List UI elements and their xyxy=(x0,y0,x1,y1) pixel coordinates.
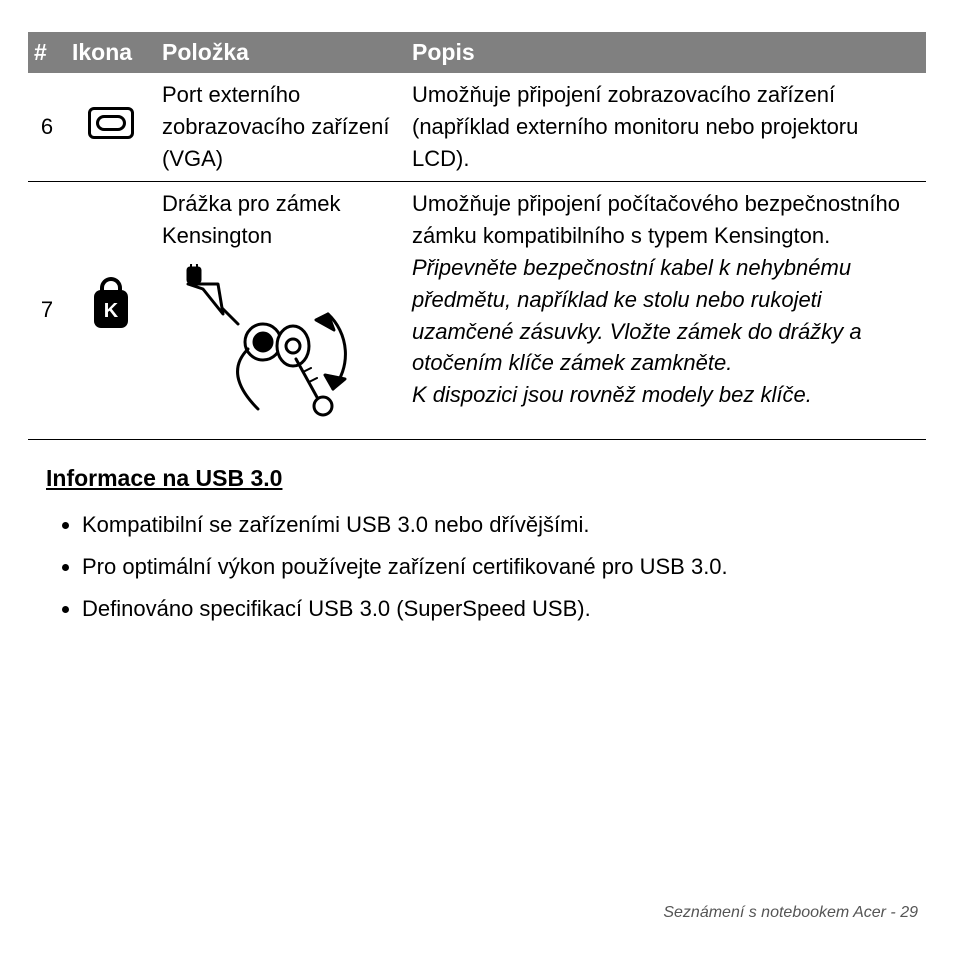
desc-italic-1: Připevněte bezpečnostní kabel k nehybném… xyxy=(412,252,920,380)
row-icon xyxy=(66,182,156,440)
list-item: Pro optimální výkon používejte zařízení … xyxy=(82,551,926,583)
row-num: 7 xyxy=(28,182,66,440)
table-row: 7 Drážka pro zámek Kensington xyxy=(28,182,926,440)
row-item: Port externího zobrazovacího zařízení (V… xyxy=(156,73,406,181)
header-desc: Popis xyxy=(406,32,926,73)
row-icon xyxy=(66,73,156,181)
header-icon: Ikona xyxy=(66,32,156,73)
kensington-diagram-icon xyxy=(168,264,368,424)
row-item: Drážka pro zámek Kensington xyxy=(156,182,406,440)
table-row: 6 Port externího zobrazovacího zařízení … xyxy=(28,73,926,181)
vga-port-icon xyxy=(88,107,134,139)
list-item: Definováno specifikací USB 3.0 (SuperSpe… xyxy=(82,593,926,625)
ports-table: # Ikona Položka Popis 6 Port externího z… xyxy=(28,32,926,440)
kensington-title: Drážka pro zámek Kensington xyxy=(162,188,400,252)
desc-main: Umožňuje připojení počítačového bezpečno… xyxy=(412,188,920,252)
header-item: Položka xyxy=(156,32,406,73)
list-item: Kompatibilní se zařízeními USB 3.0 nebo … xyxy=(82,509,926,541)
table-header-row: # Ikona Položka Popis xyxy=(28,32,926,73)
page-footer: Seznámení s notebookem Acer - 29 xyxy=(663,901,918,924)
row-desc: Umožňuje připojení počítačového bezpečno… xyxy=(406,182,926,440)
row-desc: Umožňuje připojení zobrazovacího zařízen… xyxy=(406,73,926,181)
kensington-lock-icon xyxy=(94,290,128,328)
row-num: 6 xyxy=(28,73,66,181)
desc-italic-2: K dispozici jsou rovněž modely bez klíče… xyxy=(412,379,920,411)
header-num: # xyxy=(28,32,66,73)
usb-info-list: Kompatibilní se zařízeními USB 3.0 nebo … xyxy=(28,509,926,625)
section-title: Informace na USB 3.0 xyxy=(46,462,926,495)
